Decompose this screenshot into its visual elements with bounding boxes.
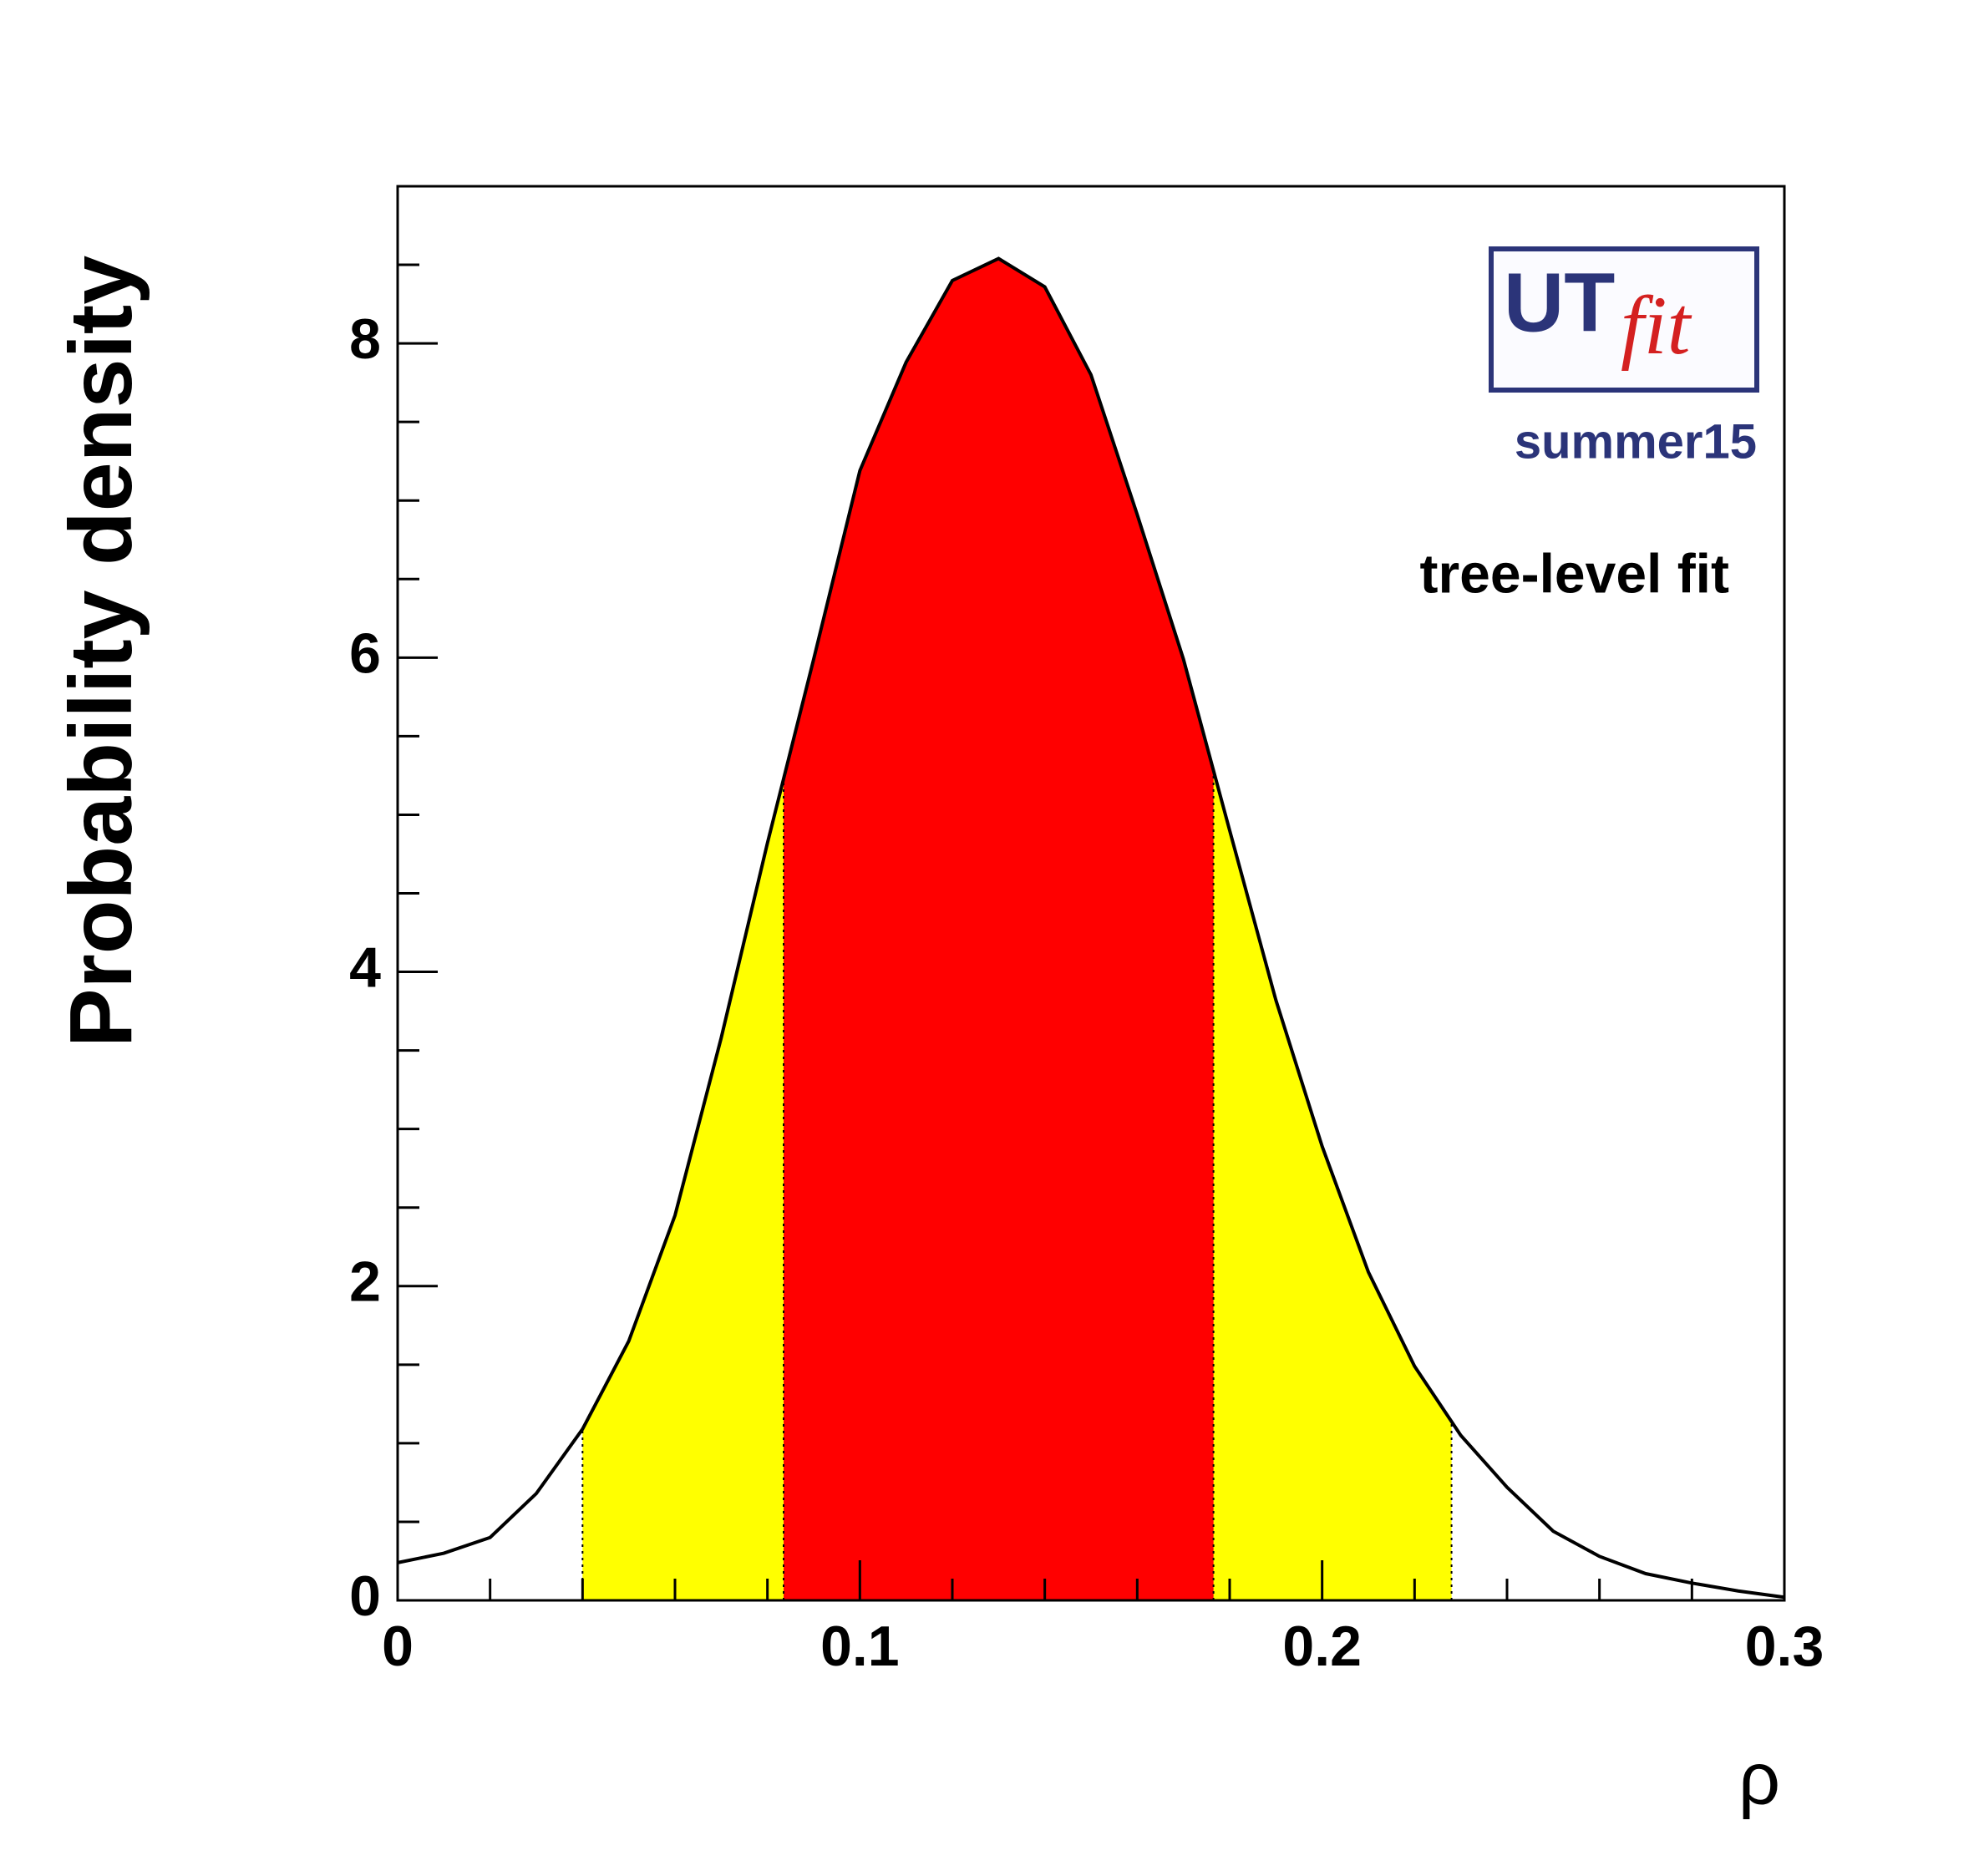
density-line [397, 256, 1785, 1600]
y-tick-label: 2 [349, 1250, 381, 1314]
y-tick-label: 8 [349, 307, 381, 371]
x-tick-label: 0 [382, 1615, 414, 1678]
x-axis-label: ρ [1738, 1737, 1780, 1819]
y-tick-label: 4 [349, 936, 381, 1000]
x-tick-label: 0.1 [820, 1615, 900, 1678]
credible-band [784, 258, 1214, 1600]
x-tick-label: 0.3 [1745, 1615, 1824, 1678]
logo-sub: fit [1621, 279, 1692, 372]
logo: UT fit [1489, 246, 1759, 393]
y-tick-label: 6 [349, 621, 381, 685]
x-tick-label: 0.2 [1282, 1615, 1362, 1678]
annotation: tree-level fit [1420, 542, 1729, 604]
logo-main: UT [1504, 256, 1615, 349]
y-tick-label: 0 [349, 1564, 381, 1628]
logo-frame [1489, 246, 1759, 393]
y-axis-label: Probability density [52, 256, 150, 1047]
edition-label: summer15 [1515, 414, 1757, 469]
